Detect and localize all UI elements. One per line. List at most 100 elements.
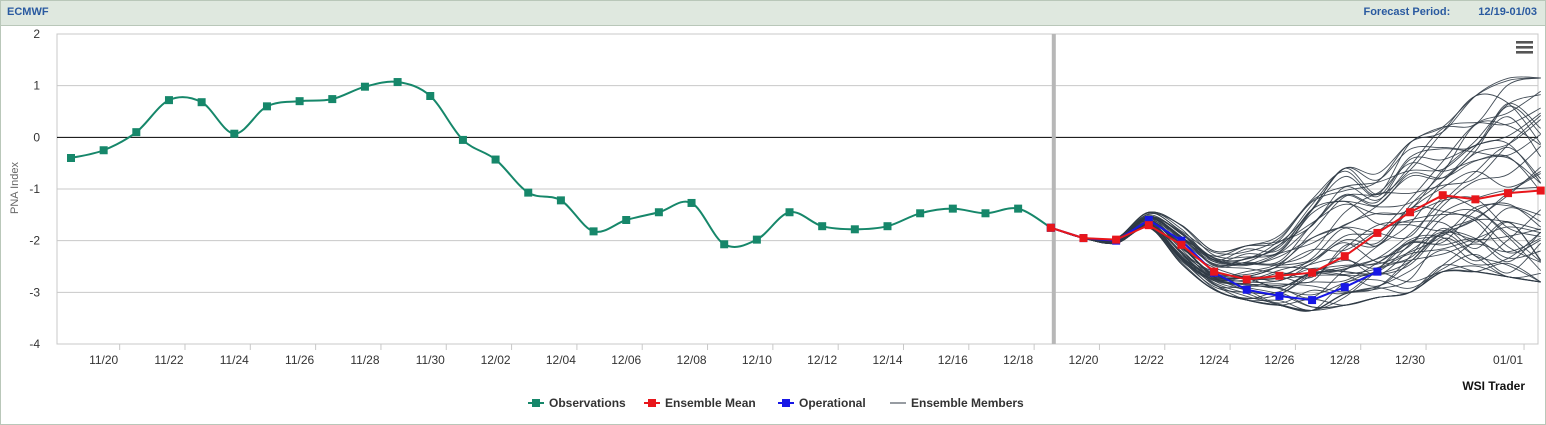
data-point[interactable] (785, 208, 794, 217)
data-point[interactable] (524, 188, 533, 197)
data-point[interactable] (491, 155, 500, 164)
observations-series (67, 78, 1055, 249)
legend-marker (532, 399, 540, 407)
credit-label: WSI Trader (1462, 379, 1525, 393)
hamburger-menu-icon[interactable] (1516, 41, 1533, 44)
data-point[interactable] (164, 96, 173, 105)
data-point[interactable] (1373, 228, 1382, 237)
y-tick-label: -4 (29, 337, 40, 351)
data-point[interactable] (1536, 186, 1545, 195)
data-point[interactable] (1242, 275, 1251, 284)
data-point[interactable] (360, 82, 369, 91)
ensemble-member-line (1050, 219, 1541, 280)
data-point[interactable] (262, 102, 271, 111)
data-point[interactable] (948, 204, 957, 213)
y-tick-label: 2 (33, 27, 40, 41)
data-point[interactable] (1471, 195, 1480, 204)
legend-label[interactable]: Operational (799, 396, 866, 410)
data-point[interactable] (752, 235, 761, 244)
ensemble-member-line (1050, 166, 1541, 277)
data-point[interactable] (1046, 223, 1055, 232)
series-line (70, 80, 1052, 248)
data-point[interactable] (589, 227, 598, 236)
x-tick-label: 12/14 (872, 353, 902, 367)
data-point[interactable] (818, 222, 827, 231)
legend-item[interactable]: Ensemble Members (890, 396, 1024, 410)
data-point[interactable] (1275, 291, 1284, 300)
legend-marker (648, 399, 656, 407)
data-point[interactable] (1177, 240, 1186, 249)
x-tick-label: 12/02 (481, 353, 511, 367)
x-tick-label: 12/22 (1134, 353, 1164, 367)
data-point[interactable] (1406, 208, 1415, 217)
data-point[interactable] (328, 95, 337, 104)
chart-menu-button[interactable] (1516, 41, 1533, 55)
data-point[interactable] (1340, 283, 1349, 292)
data-point[interactable] (1079, 234, 1088, 243)
data-point[interactable] (426, 92, 435, 100)
x-tick-label: 11/22 (154, 353, 183, 367)
data-point[interactable] (1438, 191, 1447, 200)
data-point[interactable] (1177, 236, 1186, 245)
x-tick-label: 11/28 (350, 353, 379, 367)
data-point[interactable] (393, 78, 402, 87)
legend-marker (782, 399, 790, 407)
x-tick-label: 12/30 (1395, 353, 1425, 367)
forecast-divider (1051, 34, 1056, 344)
legend-label[interactable]: Observations (549, 396, 626, 410)
data-point[interactable] (622, 216, 631, 224)
data-point[interactable] (458, 135, 467, 144)
legend-item[interactable]: Ensemble Mean (644, 396, 756, 410)
data-point[interactable] (916, 209, 925, 218)
y-tick-label: -1 (29, 182, 40, 196)
forecast-label: Forecast Period: (1363, 6, 1451, 18)
x-tick-label: 12/10 (742, 353, 772, 367)
data-point[interactable] (1144, 216, 1153, 224)
data-point[interactable] (1210, 267, 1219, 276)
data-point[interactable] (556, 196, 565, 205)
legend-item[interactable]: Observations (528, 396, 626, 410)
data-point[interactable] (1242, 285, 1251, 294)
data-point[interactable] (1504, 189, 1513, 198)
x-axis-ticks: 11/20 11/22 11/24 11/26 11/28 11/30 12/02 12/04… (89, 344, 1525, 367)
data-point[interactable] (99, 146, 108, 155)
data-point[interactable] (1308, 296, 1317, 305)
ensemble-mean-series (1046, 186, 1545, 284)
data-point[interactable] (67, 154, 75, 162)
data-point[interactable] (883, 222, 892, 231)
data-point[interactable] (1340, 252, 1349, 261)
data-point[interactable] (1112, 235, 1121, 244)
ensemble-member-line (1050, 116, 1542, 266)
legend-label[interactable]: Ensemble Members (911, 396, 1024, 410)
data-point[interactable] (295, 97, 304, 106)
x-tick-label: 12/24 (1199, 353, 1229, 367)
data-point[interactable] (230, 129, 239, 138)
data-point[interactable] (720, 240, 729, 249)
data-point[interactable] (687, 198, 696, 207)
data-point[interactable] (1014, 204, 1023, 213)
x-tick-label: 01/01 (1493, 353, 1523, 367)
data-point[interactable] (1275, 271, 1284, 280)
y-axis-label: PNA Index (9, 162, 21, 214)
x-tick-label: 12/04 (546, 353, 576, 367)
x-tick-label: 12/12 (807, 353, 837, 367)
x-tick-label: 12/16 (938, 353, 968, 367)
data-point[interactable] (654, 208, 663, 217)
legend-item[interactable]: Operational (778, 396, 866, 410)
data-point[interactable] (1308, 268, 1317, 277)
ensemble-member-line (1050, 112, 1541, 268)
ensemble-members (1050, 76, 1542, 312)
data-point[interactable] (1144, 221, 1153, 230)
data-point[interactable] (981, 209, 990, 218)
legend-label[interactable]: Ensemble Mean (665, 396, 756, 410)
y-tick-label: 0 (33, 130, 40, 144)
data-point[interactable] (850, 225, 859, 234)
ensemble-member-line (1050, 133, 1541, 259)
x-tick-label: 11/20 (89, 353, 118, 367)
data-point[interactable] (132, 128, 141, 137)
x-tick-label: 12/06 (611, 353, 641, 367)
data-point[interactable] (197, 98, 206, 107)
x-tick-label: 11/30 (416, 353, 445, 367)
data-point[interactable] (1373, 267, 1382, 276)
